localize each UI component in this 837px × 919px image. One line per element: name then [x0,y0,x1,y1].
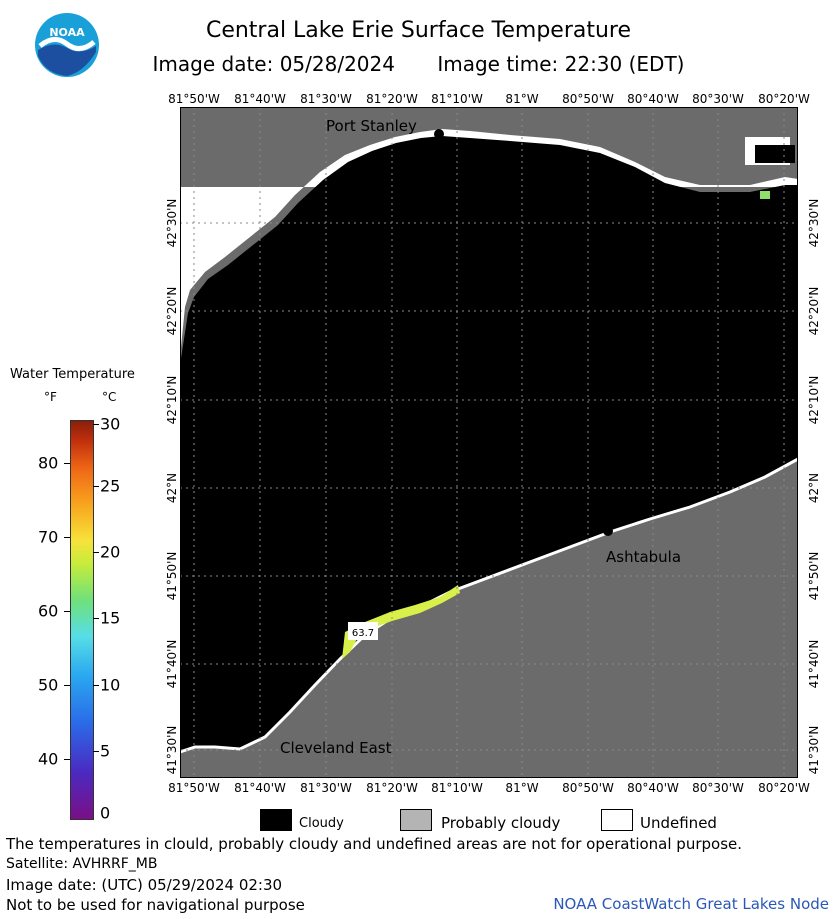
unit-celsius: °C [102,390,117,404]
place-ashtabula: Ashtabula [606,548,681,566]
colorbar-tick [93,424,99,425]
image-time: Image time: 22:30 (EDT) [437,52,685,76]
lat-tick-left: 42°N [165,472,179,504]
colorbar-tick [93,685,99,686]
page-title: Central Lake Erie Surface Temperature [205,18,632,43]
colorbar-f-label: 80 [38,453,59,473]
colorbar-f-label: 50 [38,675,59,695]
noaa-logo: NOAA [35,13,99,77]
ashtabula-marker [603,526,613,536]
colorbar-c-label: 5 [100,741,111,761]
ne-water-pixel [760,191,770,199]
lon-tick-bottom: 81°20'W [366,781,418,795]
colorbar-f-label: 70 [38,527,59,547]
temperature-colorbar [70,420,94,820]
lat-tick-left: 42°30'N [165,198,179,248]
graticule [180,107,798,778]
legend-swatch-undefined [601,809,633,831]
colorbar-title: Water Temperature [10,367,135,382]
lon-tick-top: 81°10'W [431,92,483,106]
lon-tick-bottom: 80°30'W [692,781,744,795]
colorbar-tick [64,759,70,760]
colorbar-c-label: 20 [100,542,121,562]
lake-erie-map: 63.7 Port Stanley Ashtabula Cleveland Ea… [180,107,798,778]
lon-tick-bottom: 81°50'W [168,781,220,795]
lat-tick-right: 41°40'N [807,639,821,689]
logo-text: NOAA [49,26,85,39]
cloud-covered-lake [180,136,798,752]
colorbar-c-label: 10 [100,675,121,695]
lat-tick-left: 42°20'N [165,286,179,336]
lon-tick-top: 80°40'W [627,92,679,106]
satellite-info: Satellite: AVHRRF_MB [6,856,158,872]
lon-tick-top: 81°20'W [366,92,418,106]
lon-tick-bottom: 80°40'W [627,781,679,795]
colorbar-tick [64,537,70,538]
ne-cloud-patch [755,145,795,163]
colorbar-tick [64,685,70,686]
lat-tick-right: 42°10'N [807,375,821,425]
colorbar-c-label: 30 [100,414,121,434]
lat-tick-left: 41°50'N [165,551,179,601]
coastwatch-node: NOAA CoastWatch Great Lakes Node [553,895,829,913]
colorbar-tick [64,463,70,464]
legend-swatch-cloudy [260,809,292,831]
port-stanley-marker [434,129,444,139]
lon-tick-bottom: 81°W [505,781,539,795]
lon-tick-top: 80°20'W [758,92,810,106]
lat-tick-right: 41°50'N [807,551,821,601]
place-port-stanley: Port Stanley [326,117,417,135]
lat-tick-right: 42°N [807,472,821,504]
legend-label-probably-cloudy: Probably cloudy [441,814,561,832]
lon-tick-top: 81°30'W [300,92,352,106]
lon-tick-top: 81°40'W [234,92,286,106]
colorbar-c-label: 0 [100,803,111,823]
colorbar-tick [93,618,99,619]
disclaimer-note: The temperatures in clould, probably clo… [6,835,743,853]
unit-fahrenheit: °F [44,390,57,404]
legend-label-cloudy: Cloudy [299,816,344,831]
lat-tick-right: 42°20'N [807,286,821,336]
colorbar-f-label: 60 [38,601,59,621]
navigation-note: Not to be used for navigational purpose [6,896,305,914]
warm-water-patch [342,585,460,659]
colorbar-c-label: 25 [100,476,121,496]
lat-tick-right: 41°30'N [807,725,821,775]
subtitle: Image date: 05/28/2024 Image time: 22:30… [0,52,837,76]
legend-swatch-probably-cloudy [400,809,432,831]
utc-image-date: Image date: (UTC) 05/29/2024 02:30 [6,876,283,894]
place-cleveland-east: Cleveland East [280,739,392,757]
lon-tick-top: 80°50'W [562,92,614,106]
temperature-reading: 63.7 [352,628,374,639]
map-border [180,107,798,778]
colorbar-f-label: 40 [38,749,59,769]
lat-tick-left: 41°40'N [165,639,179,689]
lon-tick-bottom: 81°30'W [300,781,352,795]
image-date: Image date: 05/28/2024 [152,52,395,76]
lat-tick-left: 42°10'N [165,375,179,425]
lon-tick-top: 80°30'W [692,92,744,106]
lat-tick-left: 41°30'N [165,725,179,775]
reading-box [348,622,378,640]
colorbar-tick [64,611,70,612]
lon-tick-bottom: 80°20'W [758,781,810,795]
lon-tick-top: 81°W [505,92,539,106]
colorbar-tick [93,552,99,553]
lon-tick-bottom: 80°50'W [562,781,614,795]
lat-tick-right: 42°30'N [807,198,821,248]
lon-tick-top: 81°50'W [168,92,220,106]
colorbar-c-label: 15 [100,608,121,628]
legend-label-undefined: Undefined [640,814,717,832]
colorbar-tick [93,751,99,752]
colorbar-tick [93,486,99,487]
lon-tick-bottom: 81°10'W [431,781,483,795]
lon-tick-bottom: 81°40'W [234,781,286,795]
